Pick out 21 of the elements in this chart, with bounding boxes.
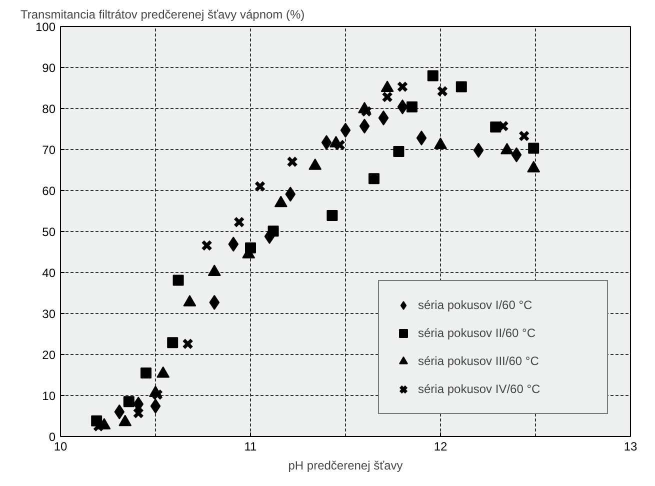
x-tick-label: 11 — [244, 440, 258, 454]
y-tick-label: 40 — [42, 266, 56, 280]
y-axis-title: Transmitancia filtrátov predčerenej šťavy vápnom (%) — [20, 8, 305, 22]
y-tick-label: 70 — [42, 143, 56, 157]
y-tick-label: 50 — [42, 225, 56, 239]
y-tick-label: 20 — [42, 348, 56, 362]
x-tick-label: 10 — [54, 440, 68, 454]
y-tick-label: 10 — [42, 389, 56, 403]
y-tick-label: 90 — [42, 61, 56, 75]
x-tick-label: 13 — [624, 440, 638, 454]
y-tick-label: 60 — [42, 184, 56, 198]
y-tick-label: 0 — [48, 430, 56, 444]
legend-label: séria pokusov III/60 °C — [418, 354, 540, 368]
y-tick-label: 80 — [42, 102, 56, 116]
y-tick-label: 30 — [42, 307, 56, 321]
x-tick-label: 12 — [434, 440, 448, 454]
y-tick-label: 100 — [35, 20, 56, 34]
x-axis-title: pH predčerenej šťavy — [288, 458, 403, 472]
legend-label: séria pokusov I/60 °C — [418, 298, 534, 312]
legend-label: séria pokusov II/60 °C — [418, 326, 537, 340]
legend-label: séria pokusov IV/60 °C — [418, 382, 542, 396]
